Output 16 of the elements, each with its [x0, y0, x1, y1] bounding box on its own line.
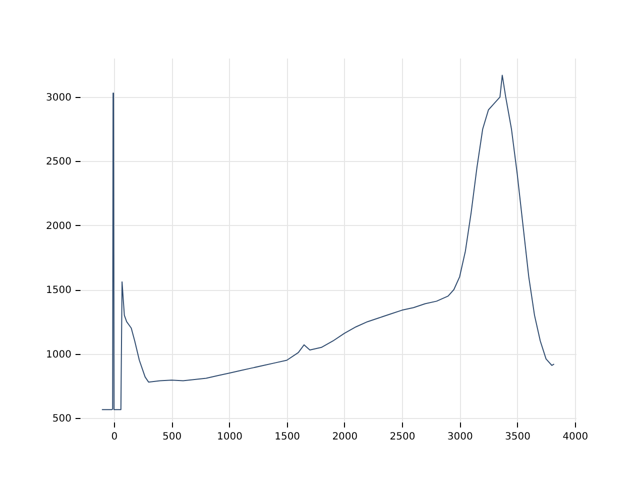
x-tick-label: 3000	[447, 432, 473, 442]
y-tick-label: 3000	[46, 92, 72, 104]
line-series	[101, 74, 555, 410]
x-tick-label: 2500	[390, 432, 416, 442]
x-tick-label: 3500	[505, 432, 530, 442]
x-tick-label: 500	[162, 432, 182, 442]
y-tick-label: 2000	[46, 220, 72, 232]
x-tick-label: 1000	[216, 432, 242, 442]
x-tick-label: 4000	[562, 432, 588, 442]
x-tick-label: 0	[111, 432, 118, 442]
x-tick-label: 1500	[274, 432, 300, 442]
y-tick-label: 2500	[46, 156, 72, 168]
x-tick-label: 2000	[332, 432, 358, 442]
y-tick-label: 1500	[46, 285, 72, 296]
y-tick-label: 1000	[46, 349, 72, 360]
y-tick-label: 500	[52, 414, 72, 425]
